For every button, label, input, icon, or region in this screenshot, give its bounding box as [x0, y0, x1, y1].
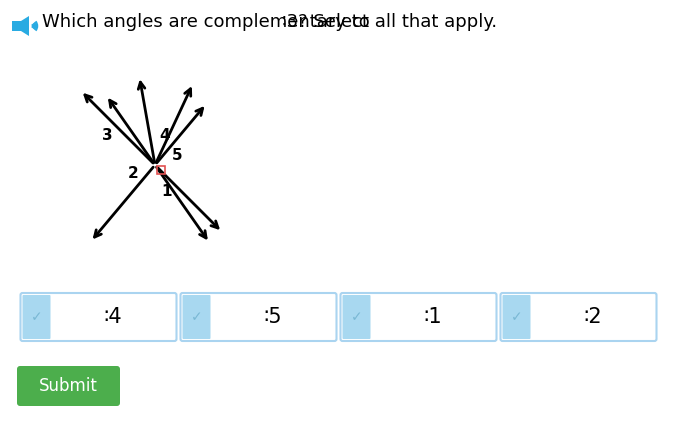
FancyBboxPatch shape [500, 293, 657, 341]
Text: ∶5: ∶5 [263, 307, 282, 327]
Text: 3: 3 [102, 127, 112, 143]
FancyBboxPatch shape [183, 295, 211, 339]
Text: 2: 2 [128, 165, 138, 181]
Text: ✓: ✓ [351, 310, 362, 324]
Text: ∶1: ∶1 [423, 307, 442, 327]
FancyBboxPatch shape [22, 295, 51, 339]
FancyBboxPatch shape [181, 293, 336, 341]
Text: ✓: ✓ [30, 310, 42, 324]
Text: ∶4: ∶4 [103, 307, 122, 327]
FancyBboxPatch shape [502, 295, 531, 339]
Text: 5: 5 [172, 147, 182, 162]
Text: 4: 4 [160, 127, 171, 143]
Text: ✓: ✓ [191, 310, 202, 324]
FancyBboxPatch shape [341, 293, 496, 341]
Text: Submit: Submit [39, 377, 98, 395]
FancyBboxPatch shape [20, 293, 177, 341]
Polygon shape [21, 16, 29, 36]
Text: Which angles are complementary to: Which angles are complementary to [42, 13, 376, 31]
Text: ✓: ✓ [510, 310, 523, 324]
Text: ∶3? Select all that apply.: ∶3? Select all that apply. [282, 13, 497, 31]
FancyBboxPatch shape [17, 366, 120, 406]
Bar [157, 166, 165, 174]
FancyBboxPatch shape [12, 21, 21, 31]
FancyBboxPatch shape [343, 295, 370, 339]
Text: ∶2: ∶2 [583, 307, 602, 327]
Text: 1: 1 [162, 184, 172, 200]
